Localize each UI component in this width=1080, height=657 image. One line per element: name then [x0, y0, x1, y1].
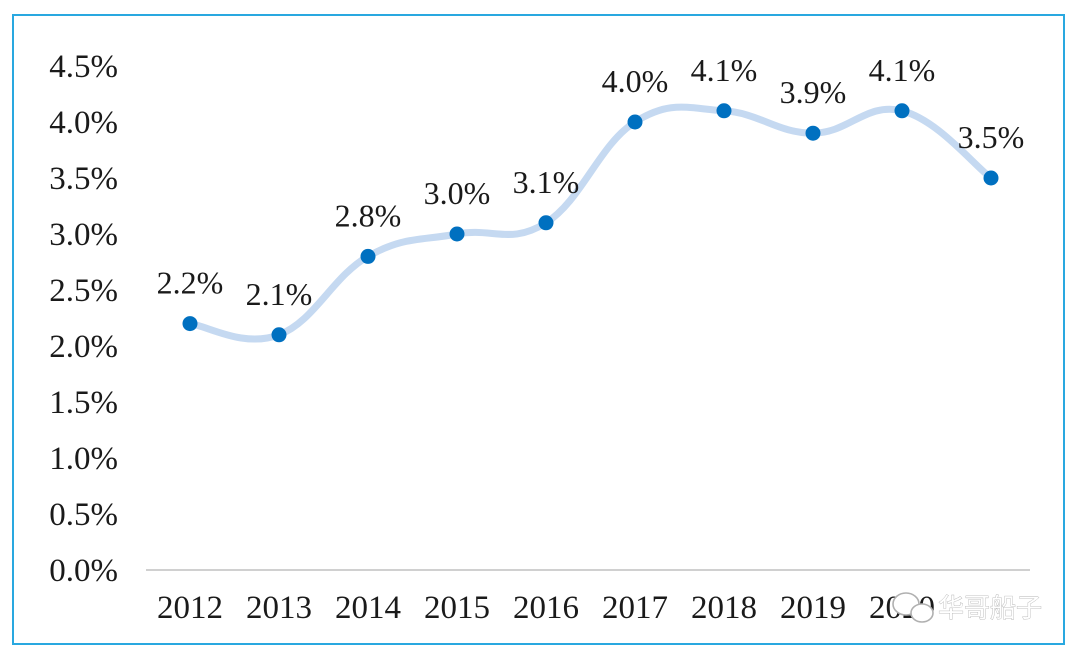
y-tick-label: 1.0%: [49, 441, 118, 477]
y-tick-label: 3.0%: [49, 217, 118, 253]
y-tick-label: 4.5%: [49, 49, 118, 85]
data-label: 4.1%: [869, 52, 936, 88]
x-tick-label: 2019: [780, 590, 846, 626]
data-label: 3.9%: [780, 74, 847, 110]
data-point: [360, 248, 376, 264]
data-label: 3.0%: [424, 175, 491, 211]
x-axis-ticks: 201220132014201520162017201820192020: [157, 590, 935, 626]
y-axis-ticks: 0.0% 0.5% 1.0% 1.5% 2.0% 2.5% 3.0% 3.5% 4.0% 4.5%: [49, 49, 118, 589]
x-tick-label: 2014: [335, 590, 401, 626]
data-label: 3.1%: [513, 164, 580, 200]
data-point: [627, 114, 643, 130]
data-point: [538, 215, 554, 231]
x-tick-label: 2012: [157, 590, 223, 626]
data-point: [182, 316, 198, 332]
y-tick-label: 2.0%: [49, 329, 118, 365]
data-labels: 2.2% 2.1% 2.8% 3.0% 3.1% 4.0% 4.1% 3.9% 4.1% 3.5%: [157, 52, 1025, 312]
x-tick-label: 2015: [424, 590, 490, 626]
data-points: [182, 103, 999, 343]
y-tick-label: 2.5%: [49, 273, 118, 309]
data-label: 3.5%: [958, 119, 1025, 155]
x-tick-label: 2018: [691, 590, 757, 626]
data-point: [805, 125, 821, 141]
watermark-text: 华哥船子: [938, 594, 1042, 624]
data-label: 4.0%: [602, 63, 669, 99]
wechat-icon: [892, 592, 934, 623]
series-line: [186, 103, 995, 343]
y-tick-label: 0.0%: [49, 553, 118, 589]
x-tick-label: 2016: [513, 590, 579, 626]
data-point: [449, 226, 465, 242]
data-label: 4.1%: [691, 52, 758, 88]
y-tick-label: 0.5%: [49, 497, 118, 533]
x-tick-label: 2017: [602, 590, 668, 626]
data-point: [271, 327, 287, 343]
y-tick-label: 4.0%: [49, 105, 118, 141]
data-label: 2.8%: [335, 197, 402, 233]
watermark: 华哥船子: [892, 592, 1042, 624]
data-point: [716, 103, 732, 119]
x-tick-label: 2013: [246, 590, 312, 626]
y-tick-label: 3.5%: [49, 161, 118, 197]
data-point: [983, 170, 999, 186]
data-point: [894, 103, 910, 119]
data-label: 2.2%: [157, 265, 224, 301]
y-tick-label: 1.5%: [49, 385, 118, 421]
data-label: 2.1%: [246, 276, 313, 312]
